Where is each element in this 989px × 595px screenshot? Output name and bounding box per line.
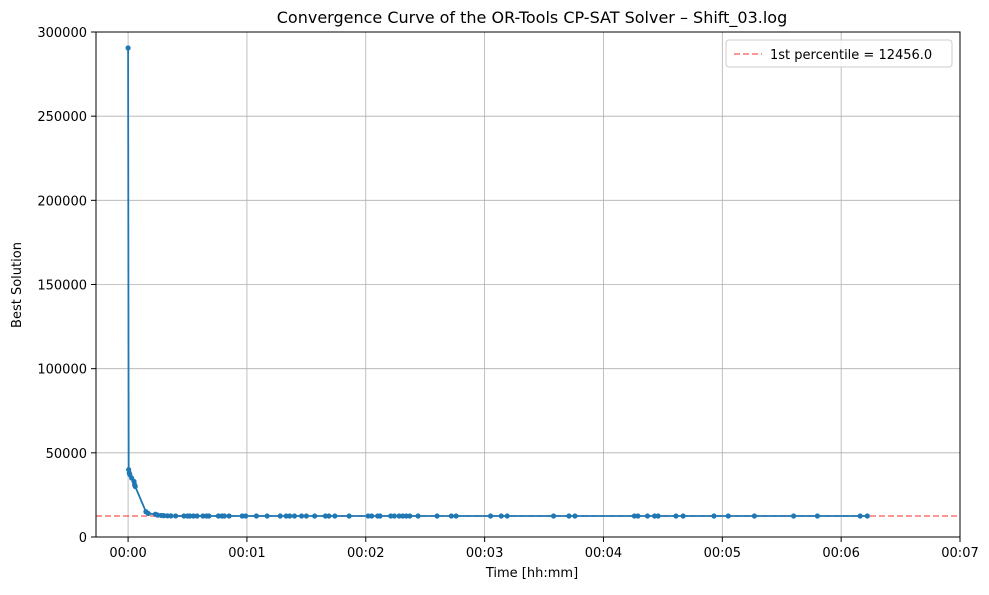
data-point — [125, 45, 131, 51]
data-point — [400, 513, 406, 519]
data-point — [388, 513, 394, 519]
data-point — [655, 513, 661, 519]
data-point — [673, 513, 679, 519]
data-point — [751, 513, 757, 519]
data-point — [504, 513, 510, 519]
data-point — [346, 513, 352, 519]
y-tick-label: 0 — [79, 531, 87, 546]
y-tick-label: 300000 — [37, 26, 87, 41]
series-layer — [125, 45, 870, 519]
data-point — [369, 513, 375, 519]
data-point — [226, 513, 232, 519]
data-point — [187, 513, 193, 519]
y-axis-label: Best Solution — [10, 242, 25, 328]
legend-box — [725, 39, 953, 68]
x-tick-label: 00:00 — [109, 546, 146, 561]
x-tick-label: 00:06 — [822, 546, 859, 561]
data-point — [145, 510, 151, 517]
x-tick-label: 00:05 — [704, 546, 741, 561]
data-point — [243, 513, 249, 519]
data-point — [680, 513, 686, 519]
data-point — [215, 513, 222, 519]
data-point — [264, 513, 270, 519]
data-point — [644, 513, 651, 519]
data-point — [572, 513, 578, 519]
x-tick-label: 00:02 — [347, 546, 384, 561]
x-axis-ticks: 00:00 00:01 00:02 00:03 00:04 00:05 00:06 00:07 — [109, 537, 979, 561]
data-point — [221, 513, 227, 519]
data-point — [498, 513, 504, 519]
data-point — [322, 513, 328, 519]
data-point — [200, 513, 206, 519]
data-point — [857, 513, 863, 519]
data-point — [635, 513, 641, 519]
data-point — [206, 513, 212, 519]
data-point — [711, 513, 717, 519]
grid-lines — [96, 31, 961, 538]
legend: 1st percentile = 12456.0 — [725, 39, 953, 68]
data-point — [239, 513, 245, 519]
y-tick-label: 150000 — [37, 279, 87, 294]
y-tick-label: 200000 — [37, 194, 87, 209]
data-point — [253, 513, 260, 519]
data-point — [312, 513, 318, 519]
data-point — [396, 513, 402, 519]
x-axis-label: Time [hh:mm] — [485, 566, 578, 581]
data-point — [365, 513, 371, 519]
data-point — [725, 513, 731, 519]
data-point — [651, 513, 658, 519]
data-point — [291, 513, 298, 519]
x-tick-label: 00:04 — [585, 546, 622, 561]
data-point — [487, 513, 494, 519]
data-point — [791, 513, 797, 519]
data-point — [299, 513, 305, 519]
data-point — [303, 513, 309, 519]
data-point — [190, 513, 197, 519]
data-point — [277, 513, 283, 519]
legend-entry-reference: 1st percentile = 12456.0 — [770, 48, 932, 63]
data-point — [332, 513, 338, 519]
data-point — [550, 513, 557, 519]
data-point — [283, 513, 289, 519]
chart-title: Convergence Curve of the OR-Tools CP-SAT… — [277, 8, 788, 28]
data-point — [168, 513, 174, 519]
y-tick-label: 50000 — [46, 447, 87, 462]
data-point — [415, 513, 421, 519]
y-tick-label: 250000 — [37, 110, 87, 125]
data-point — [566, 513, 572, 519]
data-point — [173, 513, 179, 519]
data-point — [391, 513, 397, 519]
y-axis-ticks: 0 50000 100000 150000 200000 250000 300000 — [37, 26, 96, 546]
data-point — [631, 513, 637, 519]
data-point — [194, 513, 200, 519]
data-point — [453, 513, 459, 519]
data-point — [407, 513, 413, 519]
data-point — [326, 513, 332, 519]
x-tick-label: 00:07 — [941, 546, 978, 561]
y-tick-label: 100000 — [37, 363, 87, 378]
data-point — [448, 513, 454, 519]
data-point — [181, 513, 187, 519]
data-point — [132, 483, 138, 490]
data-point — [864, 513, 870, 519]
data-point — [403, 513, 409, 519]
data-point — [377, 513, 383, 519]
data-point — [434, 513, 440, 519]
data-point — [287, 513, 293, 519]
x-tick-label: 00:01 — [228, 546, 265, 561]
x-tick-label: 00:03 — [466, 546, 503, 561]
data-point — [814, 513, 820, 519]
